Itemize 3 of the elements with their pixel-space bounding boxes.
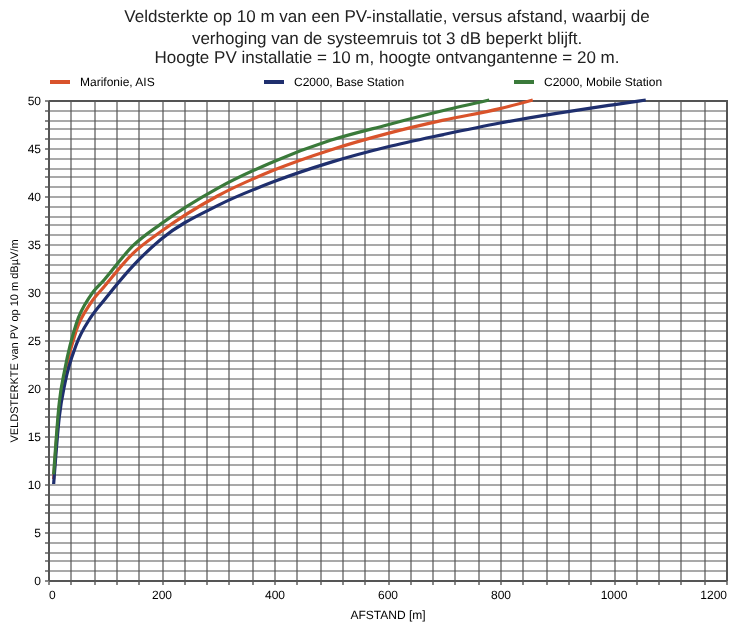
line-series bbox=[52, 98, 648, 486]
chart-title: Veldsterkte op 10 m van een PV-installatie, versus afstand, waarbij de verhoging van de systeemruis tot 3 dB beperkt blijft. bbox=[124, 6, 651, 48]
chart-subtitle: Hoogte PV installatie = 10 m, hoogte ontvangantenne = 20 m. bbox=[154, 47, 620, 67]
